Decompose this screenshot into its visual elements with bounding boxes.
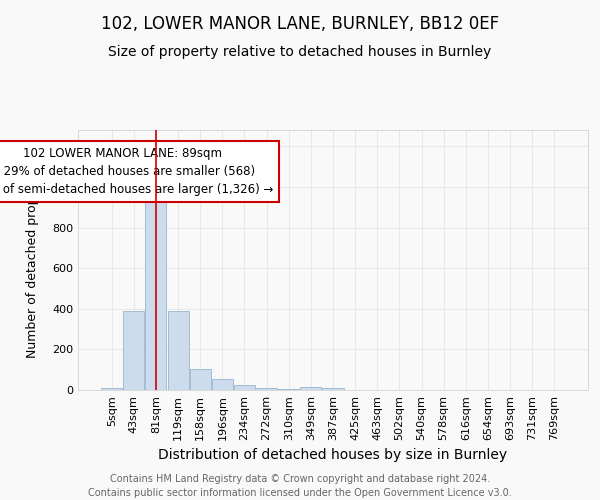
Text: Contains HM Land Registry data © Crown copyright and database right 2024.
Contai: Contains HM Land Registry data © Crown c… xyxy=(88,474,512,498)
Text: 102 LOWER MANOR LANE: 89sqm
← 29% of detached houses are smaller (568)
69% of se: 102 LOWER MANOR LANE: 89sqm ← 29% of det… xyxy=(0,148,273,196)
Bar xyxy=(322,388,344,390)
Text: Size of property relative to detached houses in Burnley: Size of property relative to detached ho… xyxy=(109,45,491,59)
Y-axis label: Number of detached properties: Number of detached properties xyxy=(26,162,40,358)
Bar xyxy=(167,311,188,390)
Bar xyxy=(124,311,145,390)
Bar xyxy=(101,388,122,390)
Bar xyxy=(145,197,166,390)
Bar xyxy=(301,387,322,390)
Text: 102, LOWER MANOR LANE, BURNLEY, BB12 0EF: 102, LOWER MANOR LANE, BURNLEY, BB12 0EF xyxy=(101,15,499,33)
Bar xyxy=(234,385,255,390)
Bar xyxy=(190,368,211,390)
Bar xyxy=(212,380,233,390)
Bar xyxy=(256,388,277,390)
X-axis label: Distribution of detached houses by size in Burnley: Distribution of detached houses by size … xyxy=(158,448,508,462)
Bar xyxy=(278,389,299,390)
